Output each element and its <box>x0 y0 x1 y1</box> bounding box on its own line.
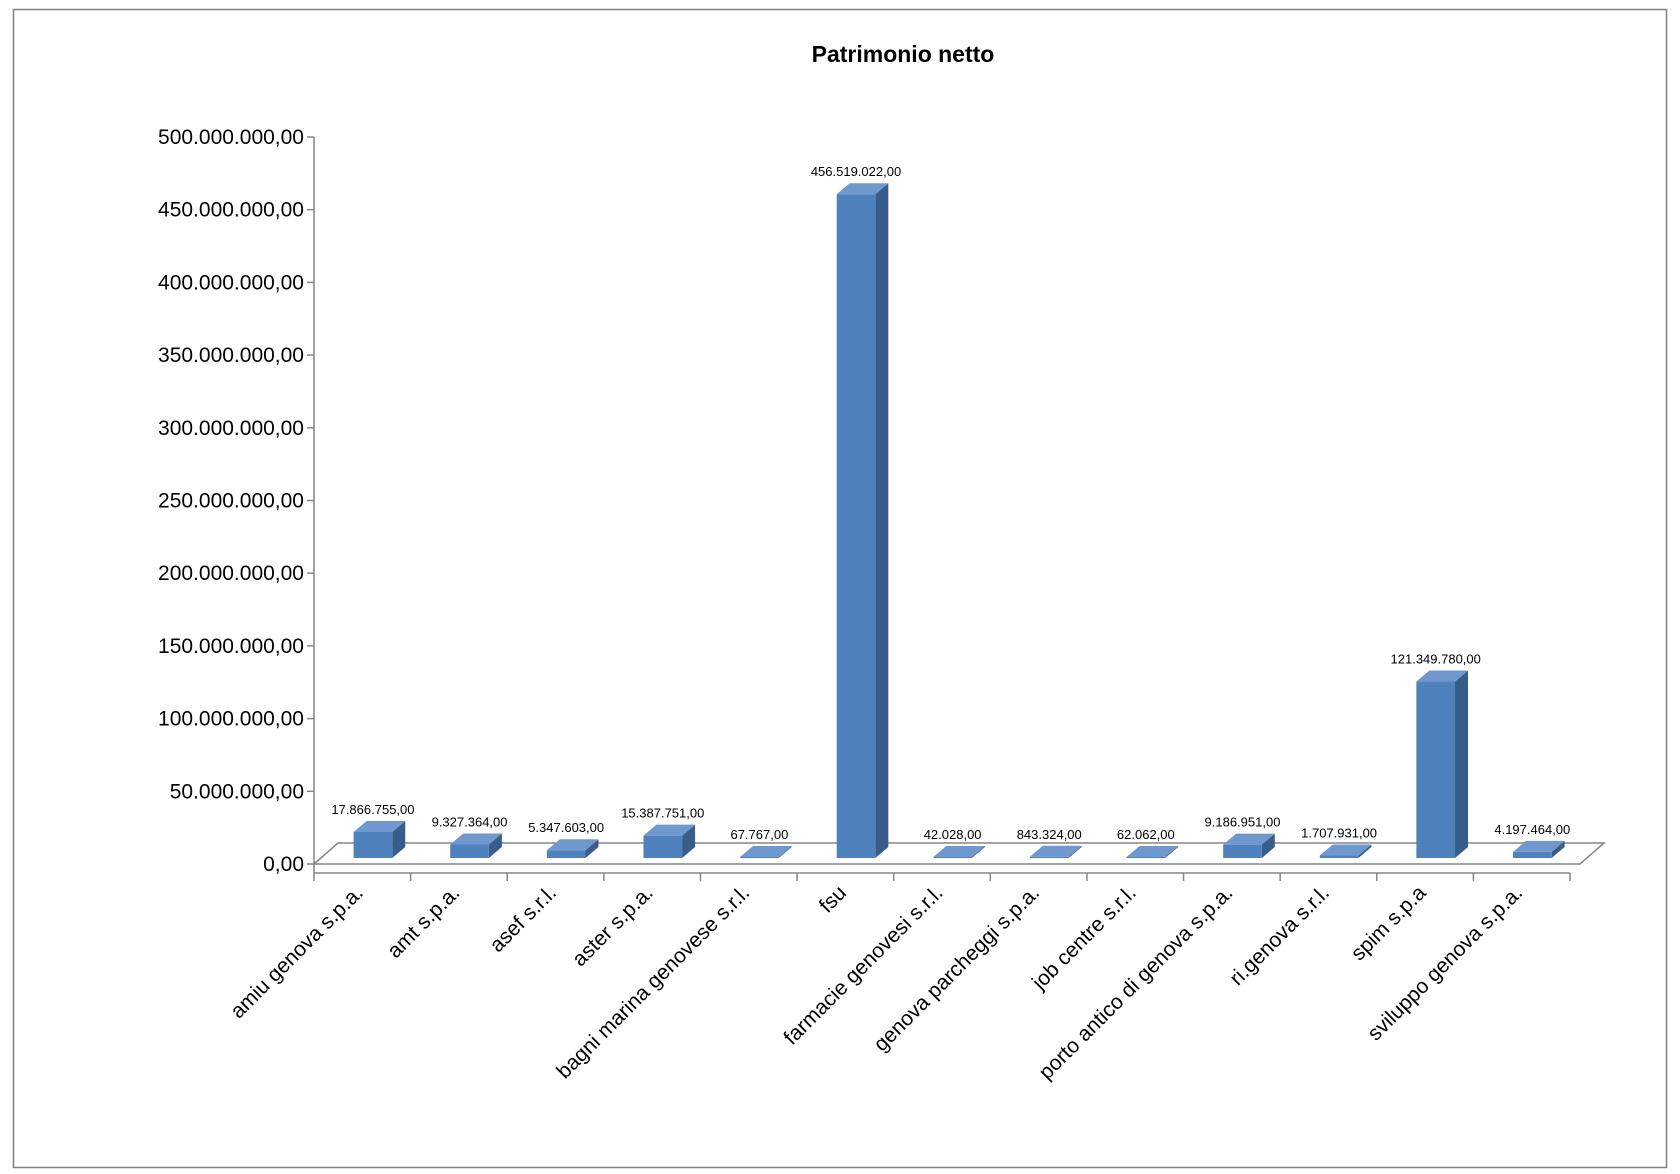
bar-top-face <box>933 846 985 857</box>
bar-side-face <box>1165 846 1179 858</box>
data-label: 9.186.951,00 <box>1205 815 1281 830</box>
y-tick-label: 500.000.000,00 <box>158 126 304 149</box>
data-label: 121.349.780,00 <box>1391 652 1481 667</box>
bar-side-face <box>392 821 406 858</box>
bar-front-face <box>1029 856 1069 858</box>
chart-bars <box>353 183 1565 859</box>
data-label: 17.866.755,00 <box>331 802 414 817</box>
data-label: 62.062,00 <box>1117 827 1175 842</box>
y-tick-label: 450.000.000,00 <box>158 199 304 222</box>
bar-side-face <box>778 846 792 858</box>
bar-top-face <box>1223 833 1275 845</box>
bar-9 <box>1126 846 1179 858</box>
bar-front-face <box>1416 681 1456 858</box>
bar-front-face <box>546 850 586 858</box>
y-tick-label: 100.000.000,00 <box>158 708 304 731</box>
bar-side-face <box>1551 840 1565 858</box>
bar-top-face <box>836 183 889 195</box>
y-tick-label: 50.000.000,00 <box>170 780 304 803</box>
bar-top-face <box>1319 844 1372 856</box>
chart-data-labels: 17.866.755,00 9.327.364,00 5.347.603,00 15.… <box>331 164 1570 842</box>
bar-top-face <box>546 839 599 851</box>
bar-4 <box>643 824 696 858</box>
bar-side-face <box>1068 845 1082 858</box>
bar-8 <box>1029 845 1082 858</box>
y-tick-label: 400.000.000,00 <box>158 271 304 294</box>
bar-side-face <box>488 833 502 858</box>
bar-side-face <box>1358 844 1372 858</box>
y-tick-label: 350.000.000,00 <box>158 344 304 367</box>
bar-top-face <box>1512 840 1565 852</box>
bar-13 <box>1512 840 1565 858</box>
data-label: 9.327.364,00 <box>432 814 508 829</box>
y-tick-label: 150.000.000,00 <box>158 635 304 658</box>
bar-front-face <box>450 844 489 858</box>
bar-front-face <box>1126 857 1166 858</box>
bar-front-face <box>1319 855 1359 858</box>
bar-front-face <box>1223 844 1262 858</box>
bar-front-face <box>643 835 683 858</box>
data-label: 1.707.931,00 <box>1301 826 1377 841</box>
bar-top-face <box>450 833 502 845</box>
y-tick-label: 200.000.000,00 <box>158 562 304 585</box>
data-label: 5.347.603,00 <box>528 820 604 835</box>
bar-2 <box>450 833 502 858</box>
data-label: 42.028,00 <box>924 827 982 842</box>
bar-11 <box>1319 844 1372 858</box>
chart-title: Patrimonio netto <box>812 41 995 67</box>
bar-side-face <box>1261 833 1275 858</box>
bar-side-face <box>682 824 696 858</box>
bar-side-face <box>875 183 889 859</box>
data-label: 67.767,00 <box>730 827 788 842</box>
y-tick-label: 0,00 <box>263 853 304 876</box>
bar-5 <box>740 846 792 858</box>
bar-front-face <box>740 857 779 858</box>
bar-front-face <box>933 857 972 858</box>
y-tick-label: 250.000.000,00 <box>158 490 304 513</box>
bar-top-face <box>740 846 792 857</box>
bar-side-face <box>585 839 599 858</box>
data-label: 15.387.751,00 <box>621 806 704 821</box>
bar-top-face <box>1126 846 1179 857</box>
bar-side-face <box>971 846 985 858</box>
bar-front-face <box>1512 851 1552 858</box>
data-label: 456.519.022,00 <box>811 164 901 179</box>
bar-side-face <box>1455 670 1469 858</box>
bar-top-face <box>1416 670 1469 682</box>
bar-1 <box>353 821 406 858</box>
bar-front-face <box>353 832 393 858</box>
bar-top-face <box>353 821 406 833</box>
data-label: 4.197.464,00 <box>1494 822 1570 837</box>
bar-front-face <box>836 194 876 859</box>
bar-6 <box>836 183 889 859</box>
bar-10 <box>1223 833 1275 858</box>
bar-7 <box>933 846 985 858</box>
bar-3 <box>546 839 599 858</box>
bar-top-face <box>1029 845 1082 857</box>
bar-top-face <box>643 824 696 836</box>
bar-12 <box>1416 670 1469 858</box>
y-tick-label: 300.000.000,00 <box>158 417 304 440</box>
data-label: 843.324,00 <box>1017 827 1082 842</box>
